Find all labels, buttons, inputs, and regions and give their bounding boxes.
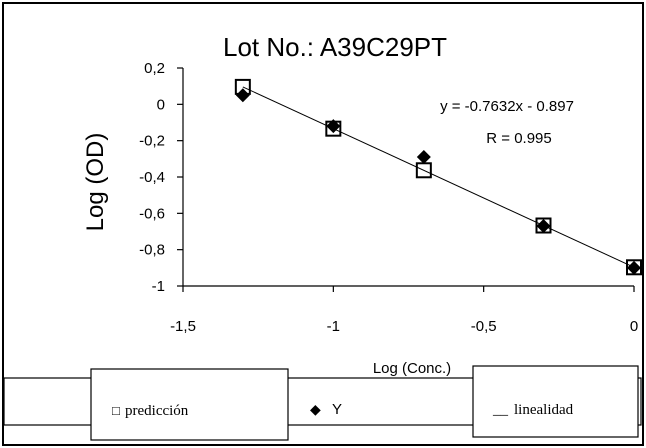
- x-tick-label: 0: [630, 318, 638, 335]
- point-y: [416, 150, 431, 165]
- legend-item-box-prediccion: [90, 368, 289, 441]
- x-axis: -1,5 -1 -0,5 0: [170, 285, 638, 335]
- legend: □ predicción ◆ Y __ linealidad: [3, 365, 642, 441]
- y-tick-label: -0,4: [139, 169, 165, 186]
- y-tick-label: 0: [157, 96, 165, 113]
- legend-item-box-linealidad: [472, 365, 639, 438]
- point-prediccion: [325, 120, 342, 137]
- y-tick-label: -0,2: [139, 133, 165, 150]
- point-prediccion: [626, 259, 642, 276]
- equation-annotation: y = -0.7632x - 0.897: [440, 98, 574, 115]
- point-y: [627, 260, 641, 275]
- r-annotation: R = 0.995: [486, 130, 551, 147]
- y-axis-label: Log (OD): [82, 133, 109, 232]
- x-tick-label: -1: [327, 318, 340, 335]
- y-tick-label: -1: [152, 278, 165, 295]
- y-axis: 0,2 0 -0,2 -0,4 -0,6 -0,8 -1: [139, 60, 184, 295]
- legend-label-prediccion: predicción: [125, 403, 189, 419]
- y-tick-label: -0,8: [139, 242, 165, 259]
- legend-label-y: Y: [332, 401, 342, 418]
- point-y: [536, 219, 551, 234]
- legend-symbol-linealidad: __: [492, 402, 509, 418]
- point-y: [235, 88, 250, 103]
- x-axis-label: Log (Conc.): [373, 360, 451, 377]
- legend-label-linealidad: linealidad: [514, 402, 574, 418]
- y-tick-label: -0,6: [139, 205, 165, 222]
- x-tick-label: -0,5: [471, 318, 497, 335]
- legend-symbol-y: ◆: [310, 401, 321, 417]
- series-line-linealidad: [242, 86, 635, 268]
- y-tick-label: 0,2: [144, 60, 165, 77]
- legend-symbol-prediccion: □: [112, 403, 120, 418]
- point-prediccion: [535, 217, 552, 234]
- point-prediccion: [234, 78, 251, 95]
- chart-title: Lot No.: A39C29PT: [223, 32, 447, 62]
- point-prediccion: [415, 162, 432, 179]
- x-tick-label: -1,5: [170, 318, 196, 335]
